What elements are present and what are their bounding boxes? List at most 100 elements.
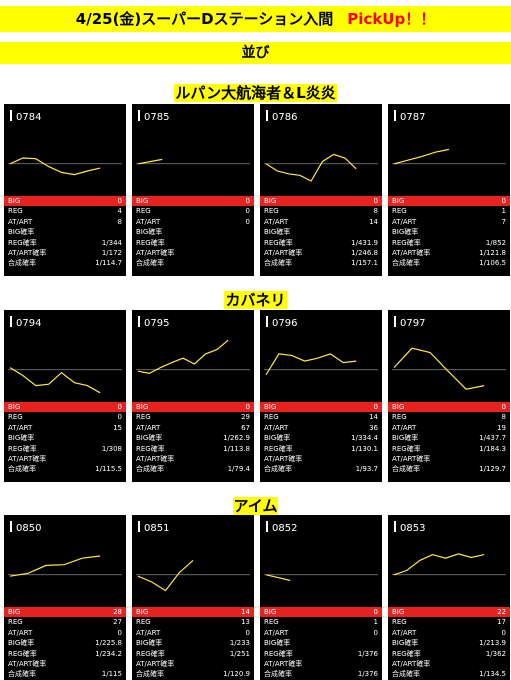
machine-number: 0785 (138, 110, 169, 123)
slump-graph (392, 148, 506, 165)
stat-label: REG確率 (264, 444, 293, 453)
machine-card[interactable]: 0785 BIG 0 REG 0 AT/ART 0 BIG確率 REG確率 AT/ART確率 合成確… (132, 104, 254, 276)
machine-card[interactable]: 0850 BIG 28 REG 27 AT/ART 0 BIG確率 1/225.8 REG確率 1/… (4, 515, 126, 680)
stat-label: REG確率 (136, 444, 165, 453)
stat-label: BIG (8, 197, 21, 205)
stat-label: BIG確率 (392, 434, 419, 443)
machine-card[interactable]: 0795 BIG 0 REG 29 AT/ART 67 BIG確率 1/262.9 REG確率 1/… (132, 310, 254, 482)
machine-card[interactable]: 0851 BIG 14 REG 13 AT/ART 0 BIG確率 1/233 REG確率 1/25… (132, 515, 254, 680)
stats-table: BIG 0 REG 29 AT/ART 67 BIG確率 1/262.9 REG確率 1/113.… (132, 402, 254, 475)
stat-value: 1/344 (101, 238, 122, 247)
stat-row: AT/ART確率 (260, 454, 382, 464)
stat-row: BIG確率 (4, 433, 126, 443)
stat-row: BIG 0 (132, 196, 254, 207)
stat-row: BIG 0 (260, 607, 382, 618)
marker-icon (138, 521, 140, 532)
slump-line (393, 148, 450, 165)
stat-value: 17 (497, 618, 506, 627)
machine-card[interactable]: 0797 BIG 0 REG 8 AT/ART 19 BIG確率 1/437.7 REG確率 1/1… (388, 310, 510, 482)
machine-card[interactable]: 0784 BIG 0 REG 4 AT/ART 8 BIG確率 REG確率 1/344 AT/ART… (4, 104, 126, 276)
stat-row: 合成確率 1/157.1 (260, 258, 382, 268)
stat-value: 1/93.7 (355, 465, 378, 474)
stat-row: 合成確率 1/120.9 (132, 669, 254, 679)
stat-row: REG確率 1/234.2 (4, 649, 126, 659)
stat-row: REG 1 (260, 617, 382, 627)
stat-label: 合成確率 (136, 465, 164, 474)
stat-row: AT/ART 36 (260, 423, 382, 433)
machine-number-text: 0785 (144, 112, 170, 123)
machine-card[interactable]: 0786 BIG 0 REG 8 AT/ART 14 BIG確率 REG確率 1/431.9 AT/… (260, 104, 382, 276)
machine-number-text: 0853 (400, 523, 426, 534)
machine-card[interactable]: 0794 BIG 0 REG 0 AT/ART 15 BIG確率 REG確率 1/308 AT/AR… (4, 310, 126, 482)
stat-label: REG確率 (8, 238, 37, 247)
stat-label: AT/ART確率 (392, 659, 431, 668)
stat-label: BIG (136, 403, 149, 411)
stat-label: BIG確率 (264, 434, 291, 443)
stat-label: BIG (136, 197, 149, 205)
stat-label: REG確率 (264, 649, 293, 658)
stat-label: AT/ART (264, 628, 289, 637)
stat-value: 1/184.3 (479, 444, 506, 453)
stat-label: 合成確率 (136, 670, 164, 679)
stat-value: 0 (373, 628, 378, 637)
stat-value: 0 (117, 403, 122, 411)
slump-line (265, 574, 291, 582)
stat-row: AT/ART確率 (260, 659, 382, 669)
stat-label: 合成確率 (8, 670, 36, 679)
stat-row: REG確率 1/130.1 (260, 444, 382, 454)
group-label: 並び (241, 45, 270, 61)
stat-row: AT/ART確率 (132, 659, 254, 669)
slump-graph (264, 153, 378, 182)
stat-label: BIG (264, 197, 277, 205)
stat-label: REG (264, 618, 279, 627)
stat-row: REG確率 1/251 (132, 649, 254, 659)
stat-value: 19 (497, 423, 506, 432)
stat-label: BIG (392, 197, 405, 205)
machine-card[interactable]: 0796 BIG 0 REG 14 AT/ART 36 BIG確率 1/334.4 REG確率 1/… (260, 310, 382, 482)
stat-row: BIG 0 (4, 402, 126, 413)
slump-line (265, 353, 357, 376)
stat-row: REG 4 (4, 206, 126, 216)
marker-icon (138, 110, 140, 121)
stat-row: 合成確率 1/115.5 (4, 464, 126, 474)
stat-label: BIG確率 (392, 639, 419, 648)
stat-label: AT/ART確率 (8, 659, 47, 668)
stat-value: 0 (245, 403, 250, 411)
machine-card[interactable]: 0787 BIG 0 REG 1 AT/ART 7 BIG確率 REG確率 1/852 AT/ART… (388, 104, 510, 276)
stat-label: BIG (8, 608, 21, 616)
stat-label: AT/ART確率 (136, 659, 175, 668)
machine-card[interactable]: 0852 BIG 0 REG 1 AT/ART 0 BIG確率 REG確率 1/376 AT/ART… (260, 515, 382, 680)
slump-graph (264, 353, 378, 376)
slump-graph (136, 559, 250, 592)
stat-label: REG (136, 618, 151, 627)
section-title: カバネリ (0, 289, 511, 310)
stat-label: AT/ART (392, 628, 417, 637)
stat-value: 1/852 (485, 238, 506, 247)
stat-value: 0 (117, 628, 122, 637)
stat-label: REG (264, 413, 279, 422)
stat-label: AT/ART (264, 217, 289, 226)
stat-value: 29 (241, 413, 250, 422)
stats-table: BIG 28 REG 27 AT/ART 0 BIG確率 1/225.8 REG確率 1/234.… (4, 607, 126, 680)
stat-label: REG (392, 207, 407, 216)
stat-value: 1/130.1 (351, 444, 378, 453)
stat-value: 0 (245, 197, 250, 205)
page-title: 4/25(金)スーパーDステーション入間 (75, 10, 334, 28)
machine-card[interactable]: 0853 BIG 22 REG 17 AT/ART 0 BIG確率 1/213.9 REG確率 1/… (388, 515, 510, 680)
stat-row: REG 1 (388, 206, 510, 216)
stat-row: AT/ART 0 (388, 628, 510, 638)
stat-row: BIG確率 (260, 227, 382, 237)
stat-row: AT/ART確率 1/172 (4, 248, 126, 258)
stat-label: REG (392, 413, 407, 422)
stats-table: BIG 0 REG 0 AT/ART 0 BIG確率 REG確率 AT/ART確率 合成確率 (132, 196, 254, 269)
stat-row: REG 8 (388, 412, 510, 422)
stat-row: 合成確率 1/134.5 (388, 669, 510, 679)
machine-number-text: 0787 (400, 112, 426, 123)
stat-label: BIG (136, 608, 149, 616)
slump-line (9, 157, 101, 176)
stat-value: 8 (373, 207, 378, 216)
stat-label: BIG (392, 608, 405, 616)
stat-value: 22 (497, 608, 506, 616)
stat-label: 合成確率 (392, 465, 420, 474)
stat-row: AT/ART 19 (388, 423, 510, 433)
